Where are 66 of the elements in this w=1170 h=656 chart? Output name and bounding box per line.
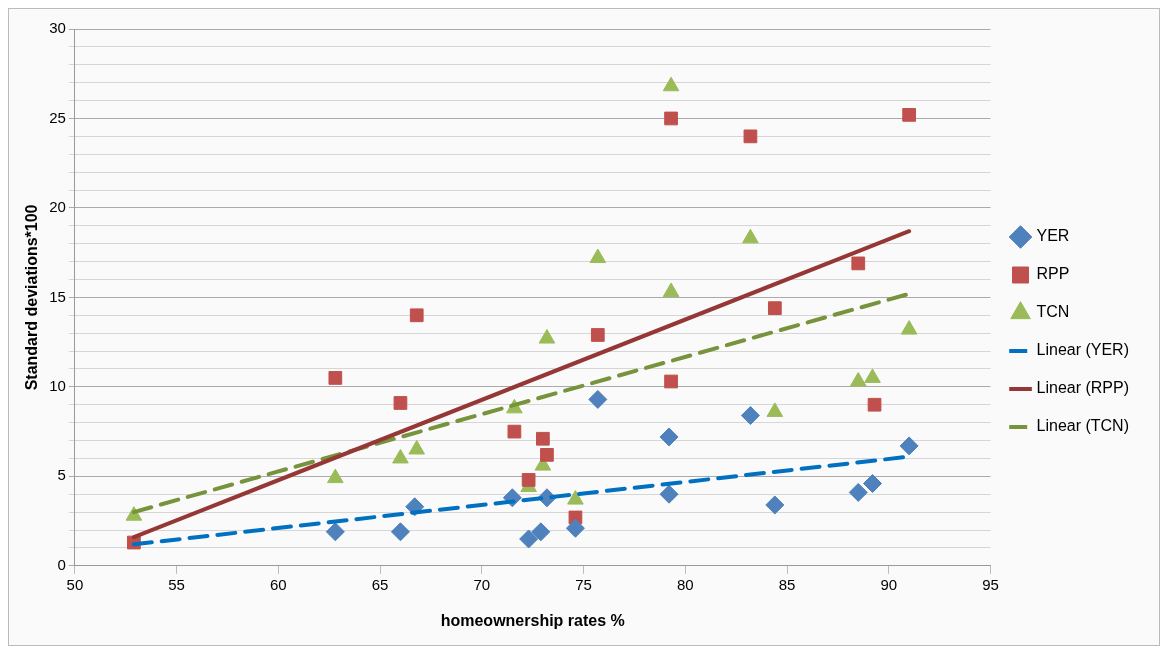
point <box>766 402 784 417</box>
point <box>393 396 408 410</box>
y-tick-label: 10 <box>49 377 66 395</box>
point <box>902 108 916 122</box>
legend-label: YER <box>1036 227 1070 245</box>
point <box>864 368 881 383</box>
x-tick-label: 65 <box>371 575 389 593</box>
point <box>567 490 584 505</box>
point <box>863 473 883 493</box>
point <box>849 372 867 387</box>
x-tick-label: 80 <box>676 575 694 593</box>
x-tick-label: 55 <box>168 575 185 593</box>
point <box>538 329 556 344</box>
point <box>521 473 536 487</box>
point <box>765 495 785 515</box>
point <box>507 424 522 439</box>
legend-label: Linear (RPP) <box>1036 379 1130 397</box>
point <box>589 248 607 264</box>
x-tick-label: 70 <box>473 575 491 593</box>
point <box>662 76 680 92</box>
point <box>851 256 866 271</box>
x-tick-label: 60 <box>270 575 287 593</box>
legend-label: Linear (TCN) <box>1036 417 1129 435</box>
y-tick-label: 20 <box>49 198 66 216</box>
point <box>325 522 345 542</box>
point <box>536 431 550 446</box>
x-tick-label: 75 <box>575 575 592 593</box>
point <box>899 436 919 456</box>
point <box>540 448 554 462</box>
y-tick-label: 5 <box>57 466 66 484</box>
point <box>867 397 882 412</box>
x-tick-label: 90 <box>880 575 898 593</box>
point <box>659 484 679 504</box>
point <box>409 308 424 323</box>
x-tick-label: 95 <box>982 575 999 593</box>
point <box>408 439 426 455</box>
point <box>662 282 680 298</box>
x-tick-label: 50 <box>66 575 84 593</box>
point <box>531 522 551 542</box>
point <box>743 129 758 144</box>
point <box>590 328 605 342</box>
point <box>328 371 343 385</box>
y-tick-label: 30 <box>49 19 66 37</box>
point <box>848 482 868 502</box>
legend-label: RPP <box>1036 265 1070 283</box>
legend-label: TCN <box>1036 303 1070 321</box>
y-tick-label: 25 <box>49 108 66 126</box>
point <box>390 522 410 542</box>
point <box>565 518 585 538</box>
point <box>392 448 409 464</box>
point <box>519 529 539 549</box>
y-axis-title: Standard deviations*100 <box>23 204 41 391</box>
point <box>659 427 679 447</box>
point <box>664 374 678 389</box>
point <box>742 228 759 244</box>
y-tick-label: 15 <box>49 287 66 305</box>
point <box>900 320 918 335</box>
point <box>327 468 344 484</box>
legend-label: Linear (YER) <box>1036 341 1130 359</box>
y-tick-label: 0 <box>57 555 66 573</box>
x-axis-title: homeownership rates % <box>440 611 625 629</box>
point <box>767 301 782 315</box>
point <box>588 389 608 409</box>
x-tick-label: 85 <box>778 575 796 593</box>
point <box>740 406 760 425</box>
point <box>664 111 678 126</box>
